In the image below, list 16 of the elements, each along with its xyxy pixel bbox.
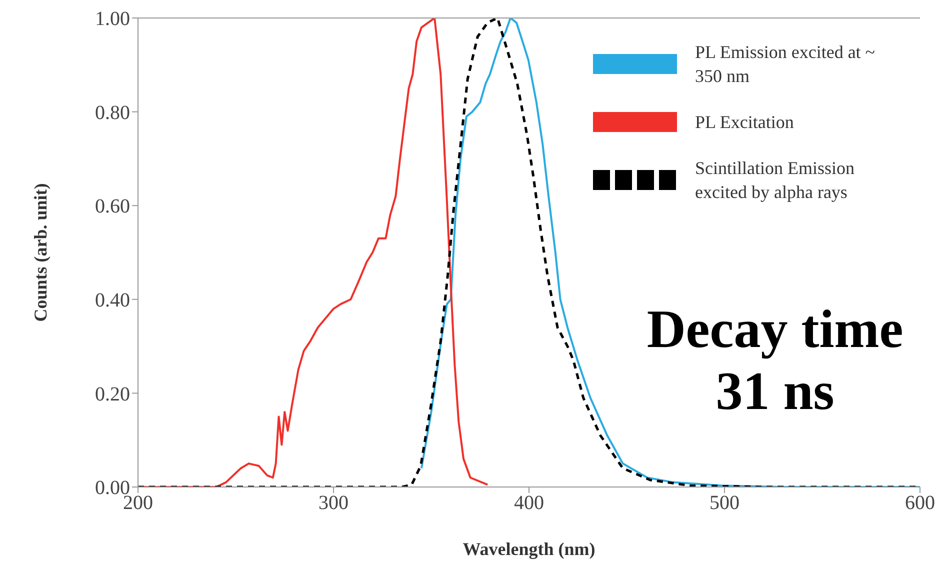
x-axis-title: Wavelength (nm) [462,539,596,559]
legend-label: PL Excitation [695,111,795,134]
x-tick-label: 500 [710,492,740,514]
annotation: Decay time 31 ns [646,298,904,422]
y-axis-title: Counts (arb. unit) [30,183,50,322]
y-tick-label: 0.60 [95,196,130,218]
legend-label: PL Emission excited at ~ 350 nm [695,41,876,88]
x-tick-label: 600 [905,492,935,514]
y-tick-label: 0.20 [95,383,130,406]
y-tick-label: 0.40 [95,290,130,312]
x-tick-label: 300 [318,492,348,514]
y-tick-label: 0.80 [95,102,130,124]
legend-label: Scintillation Emission excited by alpha rays [695,157,856,204]
x-tick-label: 400 [514,492,544,514]
y-tick-label: 1.00 [95,8,130,30]
line-series [420,18,920,487]
